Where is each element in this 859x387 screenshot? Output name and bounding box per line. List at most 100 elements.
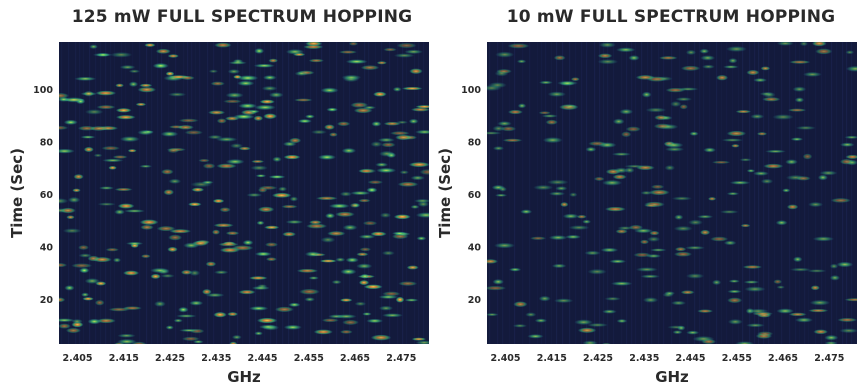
hop-burst (339, 191, 352, 197)
hop-burst (141, 254, 151, 259)
channel-stripe (105, 42, 107, 344)
hop-burst (395, 134, 412, 141)
hop-burst (249, 306, 269, 311)
hop-burst (144, 43, 156, 47)
hop-burst (296, 268, 319, 273)
y-tick-label: 100 (33, 85, 53, 96)
hop-burst (376, 167, 397, 173)
channel-stripe (288, 42, 290, 344)
hop-burst (178, 118, 199, 123)
hop-burst (165, 325, 174, 330)
hop-burst (363, 284, 383, 290)
hop-burst (96, 105, 116, 110)
hop-burst (219, 207, 231, 213)
hop-burst (304, 297, 316, 302)
hop-burst (68, 196, 81, 203)
hop-burst (381, 142, 396, 148)
hop-burst (179, 328, 200, 332)
hop-burst (350, 191, 371, 196)
hop-burst (119, 136, 140, 143)
hop-burst (265, 257, 277, 262)
hop-burst (362, 220, 378, 226)
hop-burst (394, 53, 415, 58)
hop-burst (177, 124, 195, 130)
hop-burst (59, 318, 75, 323)
hop-burst (410, 175, 425, 181)
hop-burst (191, 187, 205, 192)
hop-burst (230, 143, 243, 149)
hop-burst (253, 115, 264, 122)
channel-stripe (146, 42, 148, 344)
hop-burst (419, 169, 429, 175)
channel-stripe (375, 42, 377, 344)
hop-burst (207, 134, 223, 140)
hop-burst (81, 292, 90, 297)
hop-burst (246, 193, 263, 197)
hop-burst (229, 341, 238, 344)
hop-burst (139, 164, 153, 168)
hop-burst (320, 87, 339, 94)
hop-burst (83, 146, 94, 153)
hop-burst (79, 267, 90, 274)
hop-burst (165, 71, 175, 76)
hop-burst (225, 92, 244, 98)
hop-burst (253, 63, 275, 68)
hop-burst (205, 261, 217, 267)
hop-burst (80, 135, 96, 139)
hop-burst (327, 231, 346, 236)
hop-burst (123, 270, 140, 276)
hop-burst (202, 288, 212, 295)
hop-burst (313, 329, 333, 335)
hop-burst (320, 236, 336, 243)
hop-burst (383, 121, 401, 126)
hop-burst (411, 337, 427, 341)
hop-burst (404, 49, 423, 54)
hop-burst (238, 289, 256, 295)
channel-stripe (89, 42, 91, 344)
channel-stripe (175, 42, 177, 344)
hop-burst (283, 154, 301, 160)
channel-stripe (423, 42, 425, 344)
channel-stripe (381, 42, 383, 344)
hop-burst (83, 90, 94, 97)
channel-stripe (83, 42, 85, 344)
hop-burst (409, 68, 423, 75)
hop-burst (348, 42, 359, 46)
hop-burst (238, 146, 251, 151)
hop-burst (310, 129, 327, 135)
hop-burst (342, 224, 358, 231)
hop-burst (168, 92, 187, 97)
hop-burst (117, 333, 136, 338)
hop-burst (358, 234, 376, 239)
channel-stripe (207, 42, 209, 344)
hop-burst (150, 273, 161, 279)
hop-burst (237, 75, 259, 81)
channel-stripe (249, 42, 251, 344)
channel-stripe (270, 42, 272, 344)
hop-burst (329, 132, 338, 137)
hop-burst (123, 209, 146, 213)
hop-burst (113, 257, 121, 263)
hop-burst (72, 188, 81, 193)
y-axis-label: Time (Sec) (8, 148, 26, 238)
x-tick-label: 2.445 (247, 353, 277, 364)
hop-burst (339, 329, 353, 334)
hop-burst (305, 114, 315, 119)
hop-burst (193, 340, 204, 344)
hop-burst (214, 270, 229, 275)
channel-stripe (213, 42, 215, 344)
hop-burst (254, 251, 272, 257)
hop-burst (110, 52, 133, 58)
channel-stripe (389, 42, 391, 344)
hop-burst (94, 299, 105, 306)
hop-burst (356, 252, 369, 257)
hop-burst (345, 257, 359, 263)
hop-burst (127, 149, 137, 153)
hop-burst (256, 220, 265, 226)
hop-burst (356, 263, 373, 269)
hop-burst (78, 245, 89, 250)
hop-burst (180, 75, 195, 80)
hop-burst (360, 65, 380, 71)
channel-stripe (75, 42, 77, 344)
hop-burst (359, 247, 372, 252)
